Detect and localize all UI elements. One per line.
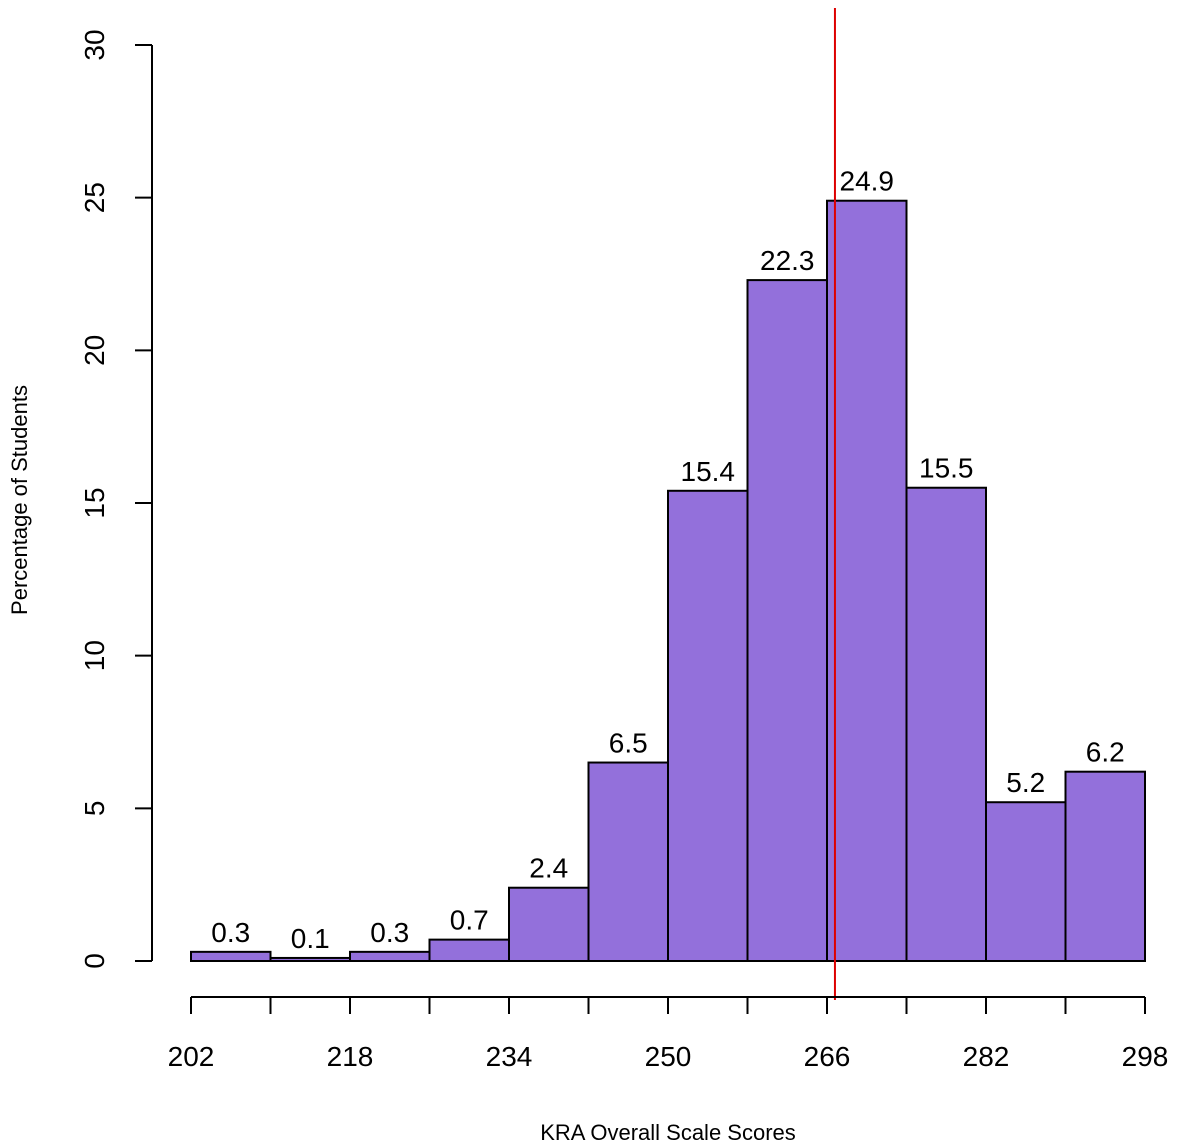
y-tick-label: 10 bbox=[79, 640, 110, 671]
bar-value-label: 0.7 bbox=[450, 905, 489, 936]
x-axis: 202 218 234 250 266 282 298 bbox=[168, 996, 1169, 1072]
bar-value-label: 15.5 bbox=[919, 453, 974, 484]
y-tick-label: 30 bbox=[79, 29, 110, 60]
bar-value-label: 22.3 bbox=[760, 245, 815, 276]
histogram-bar bbox=[746, 279, 828, 962]
histogram-bar bbox=[985, 801, 1067, 963]
histogram-bar bbox=[667, 489, 749, 962]
bar-value-label: 2.4 bbox=[529, 853, 568, 884]
bars-layer bbox=[190, 199, 1146, 963]
histogram-bar bbox=[1064, 770, 1146, 963]
bar-value-label: 24.9 bbox=[840, 166, 895, 197]
histogram-bar bbox=[349, 950, 431, 963]
histogram-bar bbox=[508, 886, 590, 962]
x-tick-label: 298 bbox=[1122, 1041, 1169, 1072]
bar-value-label: 6.5 bbox=[609, 728, 648, 759]
histogram-bar bbox=[428, 938, 510, 962]
histogram-bar bbox=[587, 761, 669, 962]
y-tick-label: 25 bbox=[79, 182, 110, 213]
bar-value-label: 0.3 bbox=[370, 917, 409, 948]
y-tick-label: 20 bbox=[79, 335, 110, 366]
y-tick-label: 0 bbox=[79, 953, 110, 969]
histogram-bar bbox=[905, 486, 987, 962]
y-axis: 0 5 10 15 20 25 30 bbox=[79, 29, 153, 969]
bar-value-label: 0.1 bbox=[291, 923, 330, 954]
x-tick-label: 234 bbox=[486, 1041, 533, 1072]
y-tick-label: 15 bbox=[79, 487, 110, 518]
histogram-bar bbox=[826, 199, 908, 963]
x-axis-title: KRA Overall Scale Scores bbox=[540, 1120, 796, 1145]
x-tick-label: 202 bbox=[168, 1041, 215, 1072]
x-tick-label: 266 bbox=[804, 1041, 851, 1072]
data-labels-layer: 0.3 0.1 0.3 0.7 2.4 6.5 15.4 22.3 24.9 15.5 5.2 6.2 bbox=[211, 166, 1124, 954]
bar-value-label: 15.4 bbox=[681, 456, 736, 487]
bar-value-label: 6.2 bbox=[1086, 737, 1125, 768]
x-tick-label: 282 bbox=[963, 1041, 1010, 1072]
histogram-bar bbox=[190, 950, 272, 963]
x-tick-label: 218 bbox=[327, 1041, 374, 1072]
bar-value-label: 0.3 bbox=[211, 917, 250, 948]
x-tick-label: 250 bbox=[645, 1041, 692, 1072]
y-axis-title: Percentage of Students bbox=[7, 385, 32, 615]
histogram-bar bbox=[269, 956, 351, 962]
y-tick-label: 5 bbox=[79, 801, 110, 817]
bar-value-label: 5.2 bbox=[1006, 767, 1045, 798]
